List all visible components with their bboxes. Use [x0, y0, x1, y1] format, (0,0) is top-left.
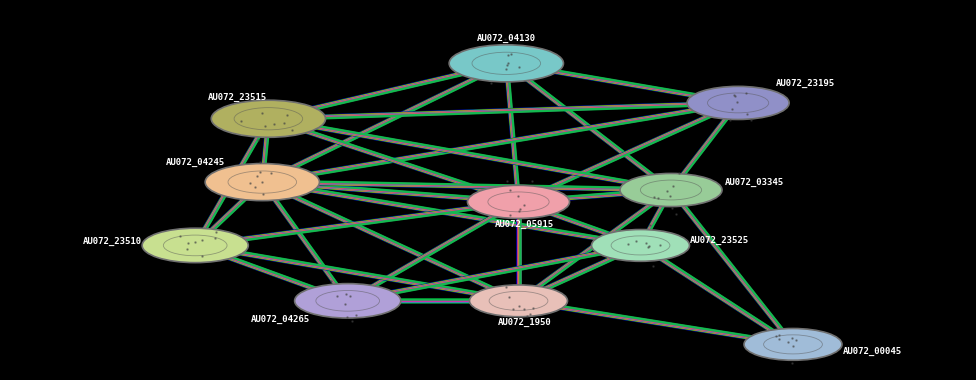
- Text: AU072_23195: AU072_23195: [776, 79, 834, 89]
- Text: AU072_04130: AU072_04130: [476, 34, 536, 43]
- Circle shape: [142, 228, 248, 263]
- Circle shape: [449, 45, 563, 82]
- Circle shape: [205, 163, 319, 201]
- Text: AU072_00045: AU072_00045: [842, 347, 902, 356]
- Text: AU072_04265: AU072_04265: [251, 315, 310, 325]
- Text: AU072_03345: AU072_03345: [724, 178, 784, 187]
- Text: AU072_1950: AU072_1950: [498, 318, 551, 327]
- Text: AU072_23515: AU072_23515: [208, 92, 267, 101]
- Text: AU072_05915: AU072_05915: [495, 220, 554, 230]
- Circle shape: [687, 86, 790, 119]
- Circle shape: [211, 100, 326, 137]
- Circle shape: [469, 285, 567, 317]
- Text: AU072_23510: AU072_23510: [83, 237, 142, 246]
- Circle shape: [620, 173, 722, 207]
- Circle shape: [295, 283, 401, 318]
- Circle shape: [744, 328, 842, 360]
- Circle shape: [468, 185, 570, 218]
- Circle shape: [591, 230, 689, 261]
- Text: AU072_23525: AU072_23525: [690, 236, 750, 245]
- Text: AU072_04245: AU072_04245: [166, 158, 224, 167]
